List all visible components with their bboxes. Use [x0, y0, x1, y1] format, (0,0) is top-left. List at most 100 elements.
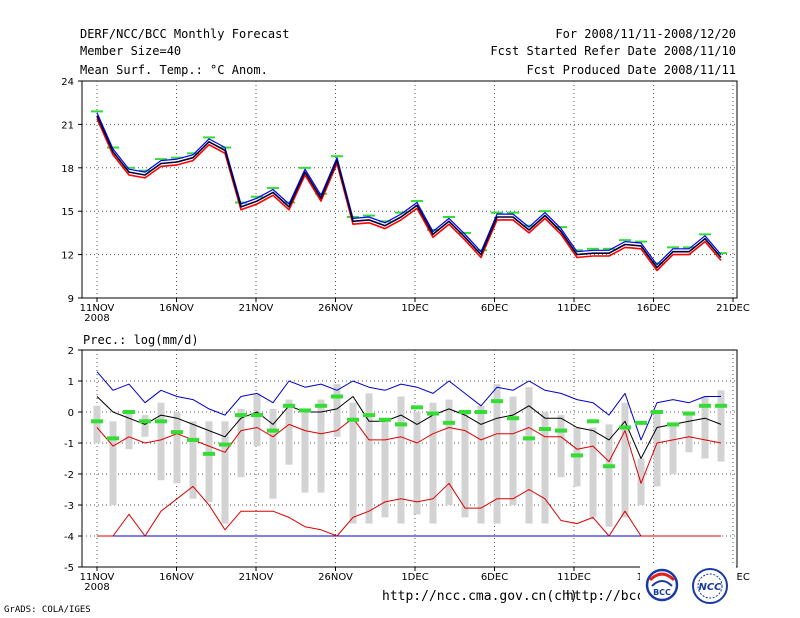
- prec-green-marker: [235, 413, 247, 418]
- prec-spread-bar: [301, 408, 309, 493]
- prec-ytick-label: -4: [64, 532, 74, 543]
- prec-lowest-line: [97, 482, 721, 537]
- temp-ytick-label: 12: [61, 251, 74, 262]
- temp-xtick-label: 11NOV: [80, 303, 115, 314]
- temp-green-marker: [651, 262, 663, 265]
- prec-green-marker: [203, 451, 215, 456]
- prec-spread-bar: [237, 408, 245, 478]
- prec-year-label: 2008: [84, 582, 109, 593]
- prec-spread-bar: [541, 412, 549, 524]
- forecast-period: For 2008/11/11-2008/12/20: [555, 27, 736, 41]
- temp-green-marker: [619, 239, 631, 242]
- temp-green-marker: [379, 220, 391, 223]
- prec-green-marker: [283, 403, 295, 408]
- prec-spread-bar: [93, 405, 101, 443]
- temp-green-marker: [91, 110, 103, 113]
- temp-xtick-label: 11DEC: [557, 303, 591, 314]
- prec-spread-bar: [125, 412, 133, 450]
- temp-year-label: 2008: [84, 313, 109, 324]
- temp-green-marker: [635, 240, 647, 243]
- prec-green-marker: [539, 427, 551, 432]
- temp-green-marker: [699, 233, 711, 236]
- temp-xtick-label: 1DEC: [401, 303, 428, 314]
- prec-spread-bar: [413, 412, 421, 515]
- prec-xtick-label: 11NOV: [80, 572, 115, 583]
- temp-xtick-label: 26NOV: [318, 303, 353, 314]
- temp-green-marker: [571, 249, 583, 252]
- prec-green-marker: [443, 420, 455, 425]
- temp-green-marker: [459, 231, 471, 234]
- temp-xtick-label: 21NOV: [239, 303, 274, 314]
- temp-green-marker: [523, 224, 535, 227]
- grads-credit: GrADS: COLA/IGES: [4, 605, 91, 615]
- prec-green-marker: [475, 410, 487, 414]
- prec-green-marker: [491, 399, 503, 404]
- prec-green-marker: [523, 436, 535, 441]
- prec-mean-line: [96, 396, 722, 459]
- prec-ytick-label: 2: [68, 346, 74, 357]
- temp-xtick-label: 6DEC: [481, 303, 508, 314]
- prec-ytick-label: 1: [68, 377, 74, 388]
- prec-green-marker: [427, 411, 439, 416]
- prec-green-marker: [395, 422, 407, 427]
- temp-ytick-label: 21: [61, 120, 74, 131]
- ncc-logo-icon: NCC: [692, 568, 728, 604]
- prec-spread-bar: [317, 399, 325, 493]
- temp-variable-label: Mean Surf. Temp.: °C Anom.: [80, 63, 268, 77]
- prec-green-marker: [107, 436, 119, 441]
- temp-ytick-label: 24: [61, 77, 74, 88]
- temp-green-marker: [443, 215, 455, 218]
- temp-green-marker: [299, 166, 311, 169]
- temp-green-marker: [203, 136, 215, 139]
- prec-spread-bar: [493, 384, 501, 524]
- prec-spread-bar: [589, 427, 597, 518]
- temp-mean-line: [96, 115, 722, 269]
- prec-spread-bar: [477, 405, 485, 524]
- bcc-url[interactable]: http://bcc.: [566, 589, 653, 604]
- prec-green-marker: [123, 410, 135, 414]
- temp-green-marker: [155, 158, 167, 161]
- prec-spread-bar: [429, 402, 437, 524]
- temp-green-marker: [667, 246, 679, 249]
- temp-green-marker: [267, 187, 279, 190]
- prec-ytick-label: -1: [64, 439, 74, 450]
- prec-spread-bar: [109, 421, 117, 505]
- prec-spread-bar: [221, 421, 229, 524]
- prec-xtick-label: 26NOV: [318, 572, 353, 583]
- temp-green-marker: [715, 252, 727, 255]
- temp-green-marker: [491, 211, 503, 214]
- prec-ytick-label: -3: [64, 501, 74, 512]
- temperature-panel: 9 12 15 18 21 24 11NOV 16NOV 21NOV 26NOV 1DEC 6DEC 1…: [61, 77, 750, 324]
- prec-green-marker: [331, 394, 343, 399]
- prec-xtick-label: 6DEC: [481, 572, 508, 583]
- prec-spread-bar: [605, 424, 613, 527]
- prec-spread-bar: [397, 396, 405, 524]
- prec-ytick-label: -5: [64, 563, 74, 574]
- prec-green-marker: [91, 419, 103, 424]
- temp-green-marker: [411, 200, 423, 203]
- prec-green-marker: [587, 419, 599, 424]
- prec-spread-bar: [285, 399, 293, 465]
- prec-spread-bar: [461, 412, 469, 518]
- prec-spread-bar: [173, 412, 181, 484]
- temp-green-marker: [683, 246, 695, 249]
- temp-ytick-label: 15: [61, 207, 74, 218]
- prec-spread-bar: [701, 396, 709, 459]
- prec-ytick-label: 0: [68, 408, 74, 419]
- temp-green-marker: [555, 226, 567, 229]
- prec-green-marker: [267, 428, 279, 433]
- ncc-url[interactable]: http://ncc.cma.gov.cn(ch): [382, 589, 578, 604]
- temp-green-marker: [283, 201, 295, 204]
- prec-green-marker: [651, 410, 663, 414]
- prec-spread-bar: [269, 408, 277, 499]
- bcc-logo-icon: BCC: [645, 568, 679, 602]
- temp-green-marker: [139, 169, 151, 172]
- prec-green-marker: [555, 428, 567, 433]
- prec-ytick-label: -2: [64, 470, 74, 481]
- forecast-produced-date: Fcst Produced Date 2008/11/11: [526, 63, 736, 77]
- prec-green-marker: [315, 403, 327, 408]
- prec-green-marker: [379, 417, 391, 422]
- prec-spread-bar: [381, 421, 389, 518]
- prec-min-line: [96, 417, 722, 484]
